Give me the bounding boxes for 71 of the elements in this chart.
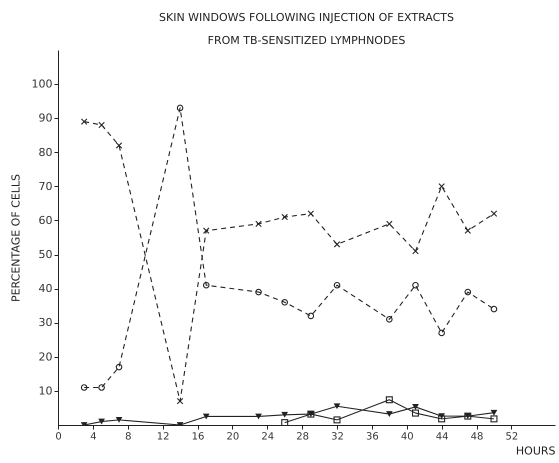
point [464,288,472,296]
point [386,411,393,417]
point [255,414,262,420]
y-tick-label: 50 [38,248,52,262]
x-tick-label: 48 [470,432,484,442]
point [490,410,498,416]
point [80,118,88,125]
point [116,416,122,423]
y-tick-label: 70 [38,180,52,193]
point [281,419,288,425]
point [255,220,262,228]
x-tick-label: 12 [156,432,170,442]
point [202,414,210,420]
y-tick-label: 60 [38,214,52,227]
chart-title: SKIN WINDOWS FOLLOWING INJECTION OF EXTRACTS [159,11,454,24]
point [202,282,210,289]
y-tick-label: 80 [38,146,52,159]
point [438,415,446,422]
y-tick-label: 40 [38,282,52,296]
x-tick-label: 28 [296,432,310,442]
point [176,104,184,112]
y-tick-label: 30 [38,316,52,330]
point [281,412,288,418]
point [308,312,314,320]
point [334,282,340,289]
x-tick-label: 24 [261,432,274,442]
point [412,404,419,410]
chart-subtitle: FROM TB-SENSITIZED LYMPHNODES [208,34,406,47]
point [490,210,498,217]
point [490,306,498,312]
x-tick-label: 20 [226,432,240,442]
point [464,227,472,234]
point [98,122,105,128]
point [202,227,210,234]
x-tick-label: 40 [400,432,414,442]
point [438,183,445,190]
point [98,384,105,391]
point [176,398,184,404]
point [281,298,288,306]
point [334,403,340,410]
point [438,330,445,336]
point [98,418,105,424]
point [281,214,288,220]
point [80,384,88,391]
x-tick-label: 52 [506,432,518,442]
point [386,396,393,404]
point [386,220,393,228]
x-tick-label: 4 [90,432,97,442]
point [386,316,393,323]
point [412,282,419,289]
x-tick-label: 32 [331,432,344,442]
point [308,210,314,217]
point [412,410,419,417]
point [255,288,262,296]
x-tick-label: 16 [192,432,204,442]
point [490,415,498,422]
x-tick-label: 44 [436,432,449,442]
y-tick-label: 10 [38,384,52,398]
point [334,416,341,424]
point [116,142,122,149]
y-tick-label: 90 [38,112,52,125]
y-axis-title: PERCENTAGE OF CELLS [10,174,23,302]
point [334,241,340,248]
x-tick-label: 8 [125,432,132,442]
point [116,364,122,370]
x-axis-title: HOURS [516,444,556,458]
y-tick-label: 20 [38,350,52,364]
y-tick-label: 100 [32,78,52,91]
point [412,248,419,254]
x-tick-label: 0 [55,432,62,442]
x-tick-label: 36 [366,432,379,442]
